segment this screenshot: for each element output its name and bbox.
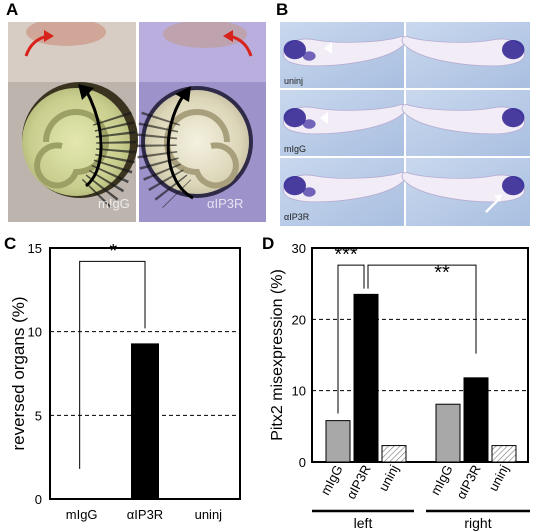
x-tick-label: uninj xyxy=(376,462,402,493)
x-tick-label: αIP3R xyxy=(127,507,163,522)
white-arrow-icon xyxy=(485,197,501,213)
bar xyxy=(381,445,407,463)
significance-label: * xyxy=(109,244,117,262)
x-tick-label: mIgG xyxy=(427,462,455,497)
y-tick-label: 5 xyxy=(35,408,42,423)
significance-bracket xyxy=(367,264,477,354)
group-label: right xyxy=(464,515,491,531)
significance-bracket xyxy=(79,260,146,469)
panel-letter-c: C xyxy=(4,234,17,253)
photo-migg: mIgG xyxy=(8,22,138,222)
panel-b-photos: uninj mIgG αIP3R xyxy=(280,22,530,226)
row-label-aip3r: αIP3R xyxy=(284,212,310,222)
y-axis-label: reversed organs (%) xyxy=(9,296,28,450)
bar xyxy=(435,403,461,463)
y-axis-label: Pitx2 misexpression (%) xyxy=(269,269,286,441)
photo-aip3r: αIP3R xyxy=(136,22,266,222)
chart-c: 0 5 10 15 reversed organs (%) mIgG αIP3R uninj * xyxy=(9,244,241,522)
panel-letter-d: D xyxy=(262,234,275,253)
plot-frame xyxy=(311,247,529,463)
significance-label: ** xyxy=(434,262,450,284)
y-tick-label: 20 xyxy=(292,312,306,327)
panel-a-photos: mIgG αIP3R xyxy=(8,22,266,222)
group-label: left xyxy=(354,515,373,531)
bar xyxy=(491,445,517,463)
x-tick-label: αIP3R xyxy=(453,462,483,501)
panel-letter-b: B xyxy=(276,0,289,19)
significance-bracket xyxy=(337,264,365,414)
y-tick-label: 0 xyxy=(299,455,306,470)
x-tick-label: mIgG xyxy=(66,507,98,522)
row-label-migg: mIgG xyxy=(284,144,306,154)
y-tick-label: 0 xyxy=(35,492,42,507)
y-tick-label: 15 xyxy=(28,244,42,256)
x-tick-label: uninj xyxy=(486,462,512,493)
white-arrowhead-icon xyxy=(324,42,332,54)
bar xyxy=(131,343,159,499)
x-tick-label: αIP3R xyxy=(343,462,373,501)
y-tick-label: 10 xyxy=(292,384,306,399)
significance-label: *** xyxy=(334,244,358,266)
black-arrow-icon xyxy=(84,89,103,188)
panel-letter-a: A xyxy=(6,0,19,19)
white-arrowhead-icon-2 xyxy=(320,112,328,124)
row-label-uninj: uninj xyxy=(284,76,303,86)
bar xyxy=(353,293,379,463)
x-tick-label: mIgG xyxy=(317,462,345,497)
y-tick-label: 10 xyxy=(28,325,42,340)
photo-label-migg: mIgG xyxy=(98,196,130,211)
y-tick-label: 30 xyxy=(292,244,306,256)
bar xyxy=(463,377,489,463)
black-arrow-icon-2 xyxy=(166,95,194,200)
x-tick-label: uninj xyxy=(195,507,223,522)
photo-label-aip3r: αIP3R xyxy=(207,196,243,211)
bar xyxy=(325,420,351,463)
